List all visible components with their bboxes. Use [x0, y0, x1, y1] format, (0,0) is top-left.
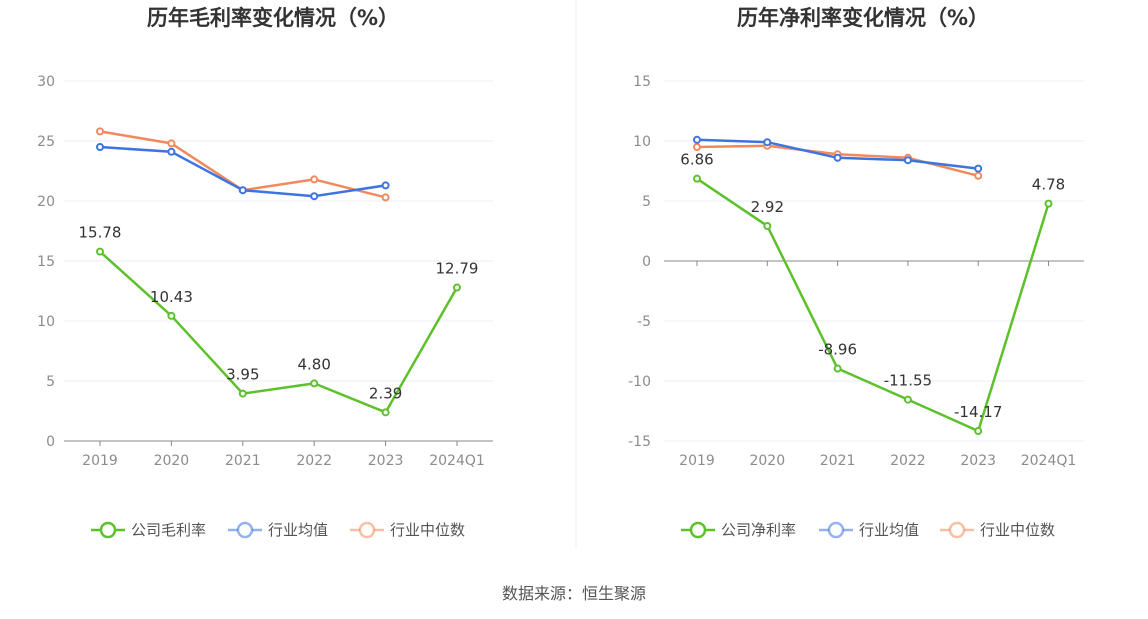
- data-point: [381, 408, 390, 417]
- legend-marker-3: [358, 521, 376, 539]
- chart-title: 历年净利率变化情况（%）: [737, 6, 989, 30]
- data-point: [1044, 199, 1053, 208]
- legend-label-1: 公司毛利率: [131, 521, 206, 539]
- y-tick-label: 15: [37, 254, 55, 270]
- x-tick-label: 2024Q1: [1021, 453, 1077, 469]
- data-point: [310, 192, 319, 201]
- data-point: [96, 143, 104, 151]
- data-point: [693, 135, 701, 144]
- data-label: 6.86: [680, 151, 713, 169]
- legend-marker-3: [948, 521, 966, 539]
- y-tick-label: -15: [628, 434, 651, 450]
- data-point: [693, 143, 701, 151]
- series-line-1: [99, 250, 459, 414]
- data-point: [974, 427, 983, 436]
- data-point: [310, 379, 319, 388]
- y-tick-label: 5: [46, 374, 55, 390]
- y-tick-label: 30: [37, 74, 55, 90]
- legend-label-1: 公司净利率: [721, 521, 796, 539]
- y-tick-label: 15: [633, 74, 651, 90]
- data-label: 3.95: [226, 366, 259, 384]
- data-label: 4.78: [1032, 176, 1065, 194]
- x-tick-label: 2023: [960, 453, 996, 469]
- data-source-note: 数据来源：恒生聚源: [501, 584, 646, 603]
- x-tick-label: 2023: [368, 453, 404, 469]
- data-label: 12.79: [436, 260, 479, 278]
- data-point: [763, 138, 772, 147]
- x-tick-label: 2019: [82, 453, 118, 469]
- x-tick-label: 2021: [820, 453, 856, 469]
- data-point: [763, 221, 772, 230]
- data-label: -11.55: [884, 372, 932, 390]
- data-point: [238, 186, 247, 195]
- y-tick-label: -5: [637, 314, 651, 330]
- chart-panel-2: 历年净利率变化情况（%） -15 -10 -5 0 5 10 15 2019 2020 2021 20…: [628, 6, 1084, 539]
- legend-marker-1: [99, 521, 117, 539]
- data-point: [903, 395, 912, 404]
- legend-marker-1: [689, 521, 707, 539]
- y-tick-label: 10: [37, 314, 55, 330]
- data-label: 2.39: [369, 384, 402, 402]
- data-label: -14.17: [954, 403, 1002, 421]
- data-point: [381, 193, 390, 202]
- data-point: [693, 174, 701, 183]
- y-tick-label: 0: [642, 254, 651, 270]
- legend-label-2: 行业均值: [859, 521, 919, 539]
- x-tick-label: 2020: [154, 453, 190, 469]
- data-point: [453, 283, 461, 292]
- y-tick-label: 10: [633, 134, 651, 150]
- data-label: 15.78: [79, 224, 122, 242]
- x-tick-label: 2022: [890, 453, 926, 469]
- data-point: [96, 127, 104, 136]
- data-label: -8.96: [818, 341, 857, 359]
- legend-label-3: 行业中位数: [980, 521, 1055, 539]
- y-tick-label: 20: [37, 194, 55, 210]
- data-label: 4.80: [297, 355, 330, 373]
- data-point: [833, 153, 842, 162]
- y-tick-label: 0: [46, 434, 55, 450]
- data-point: [974, 164, 983, 173]
- data-point: [381, 181, 390, 190]
- data-point: [833, 364, 842, 373]
- data-point: [238, 389, 247, 398]
- data-point: [96, 247, 104, 256]
- x-tick-label: 2019: [679, 453, 715, 469]
- data-point: [167, 139, 176, 148]
- chart-panel-1: 历年毛利率变化情况（%） 0 5 10 15 20 25 30 2019 2020 2021 2022…: [37, 6, 493, 539]
- legend-marker-2: [827, 521, 845, 539]
- y-tick-label: -10: [628, 374, 651, 390]
- x-tick-label: 2020: [749, 453, 785, 469]
- x-tick-label: 2024Q1: [429, 453, 485, 469]
- data-point: [974, 171, 983, 180]
- x-tick-label: 2022: [296, 453, 332, 469]
- data-point: [310, 175, 319, 184]
- legend-label-3: 行业中位数: [390, 521, 465, 539]
- chart-title: 历年毛利率变化情况（%）: [147, 6, 399, 30]
- y-tick-label: 25: [37, 134, 55, 150]
- x-tick-label: 2021: [225, 453, 261, 469]
- data-label: 10.43: [150, 288, 193, 306]
- y-tick-label: 5: [642, 194, 651, 210]
- legend-label-2: 行业均值: [268, 521, 328, 539]
- data-point: [167, 311, 176, 320]
- series-line-1: [696, 177, 1050, 433]
- data-point: [167, 147, 176, 156]
- data-label: 2.92: [751, 198, 784, 216]
- data-point: [903, 156, 912, 165]
- legend-marker-2: [236, 521, 254, 539]
